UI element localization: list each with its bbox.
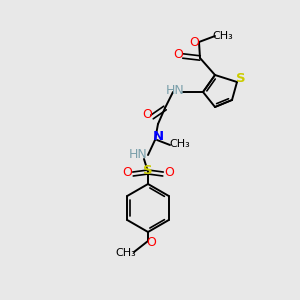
Text: CH₃: CH₃	[116, 248, 136, 258]
Text: HN: HN	[129, 148, 147, 160]
Text: CH₃: CH₃	[169, 139, 190, 149]
Text: HN: HN	[166, 85, 184, 98]
Text: S: S	[236, 73, 246, 85]
Text: O: O	[122, 167, 132, 179]
Text: S: S	[143, 164, 153, 178]
Text: O: O	[173, 49, 183, 62]
Text: O: O	[164, 167, 174, 179]
Text: N: N	[152, 130, 164, 143]
Text: CH₃: CH₃	[213, 31, 233, 41]
Text: O: O	[189, 37, 199, 50]
Text: O: O	[142, 109, 152, 122]
Text: O: O	[146, 236, 156, 248]
